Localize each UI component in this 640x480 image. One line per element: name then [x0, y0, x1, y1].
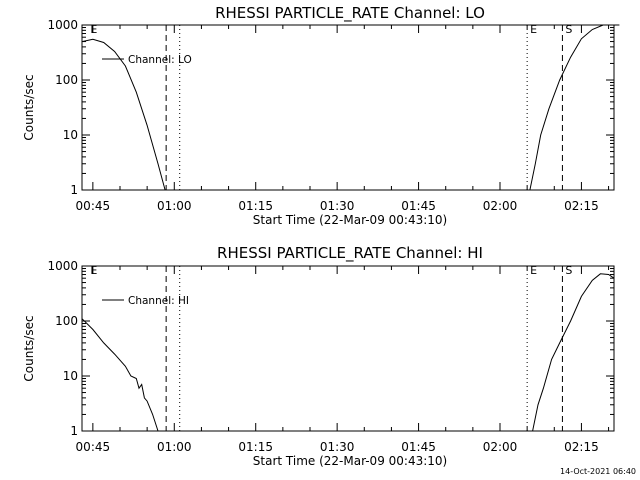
- x-axis-label: Start Time (22-Mar-09 00:43:10): [253, 213, 447, 227]
- x-tick-label: 01:45: [401, 199, 436, 213]
- event-marker-label: E: [90, 264, 97, 277]
- x-tick-label: 00:45: [76, 199, 111, 213]
- x-tick-label: 01:00: [157, 440, 192, 454]
- event-marker-label: E: [530, 23, 537, 36]
- y-tick-label: 1: [70, 183, 78, 197]
- series-line: [532, 273, 615, 432]
- x-tick-label: 01:30: [320, 199, 355, 213]
- x-tick-label: 01:00: [157, 199, 192, 213]
- timestamp-footer: 14-Oct-2021 06:40: [560, 467, 636, 476]
- x-tick-label: 01:30: [320, 440, 355, 454]
- series-line: [81, 318, 159, 432]
- chart-title: RHESSI PARTICLE_RATE Channel: LO: [215, 4, 485, 23]
- plot-frame: [81, 265, 615, 432]
- legend-label: Channel: LO: [128, 54, 192, 66]
- chart-panel-hi: RHESSI PARTICLE_RATE Channel: HI Counts/s…: [22, 244, 615, 468]
- series-line: [81, 38, 166, 191]
- y-tick-label: 100: [55, 314, 78, 328]
- series-line: [529, 24, 620, 191]
- y-tick-label: 10: [63, 128, 78, 142]
- x-axis-label: Start Time (22-Mar-09 00:43:10): [253, 454, 447, 468]
- x-tick-label: 01:15: [238, 440, 273, 454]
- y-tick-label: 100: [55, 73, 78, 87]
- event-marker-label: E: [530, 264, 537, 277]
- x-tick-label: 01:45: [401, 440, 436, 454]
- event-marker-label: E: [90, 23, 97, 36]
- y-tick-label: 10: [63, 369, 78, 383]
- y-tick-label: 1: [70, 424, 78, 438]
- event-marker-label: S: [565, 264, 572, 277]
- y-axis-label: Counts/sec: [22, 74, 36, 140]
- plot-frame: [81, 24, 615, 191]
- chart-panel-lo: RHESSI PARTICLE_RATE Channel: LO Counts/s…: [22, 4, 620, 227]
- x-tick-label: 02:15: [564, 440, 599, 454]
- x-tick-label: 02:15: [564, 199, 599, 213]
- y-axis-label: Counts/sec: [22, 315, 36, 381]
- x-tick-label: 02:00: [483, 440, 518, 454]
- legend-label: Channel: HI: [128, 295, 189, 307]
- x-tick-label: 02:00: [483, 199, 518, 213]
- x-tick-label: 01:15: [238, 199, 273, 213]
- y-tick-label: 1000: [47, 18, 78, 32]
- chart-title: RHESSI PARTICLE_RATE Channel: HI: [217, 244, 483, 263]
- event-marker-label: S: [565, 23, 572, 36]
- x-tick-label: 00:45: [76, 440, 111, 454]
- y-tick-label: 1000: [47, 259, 78, 273]
